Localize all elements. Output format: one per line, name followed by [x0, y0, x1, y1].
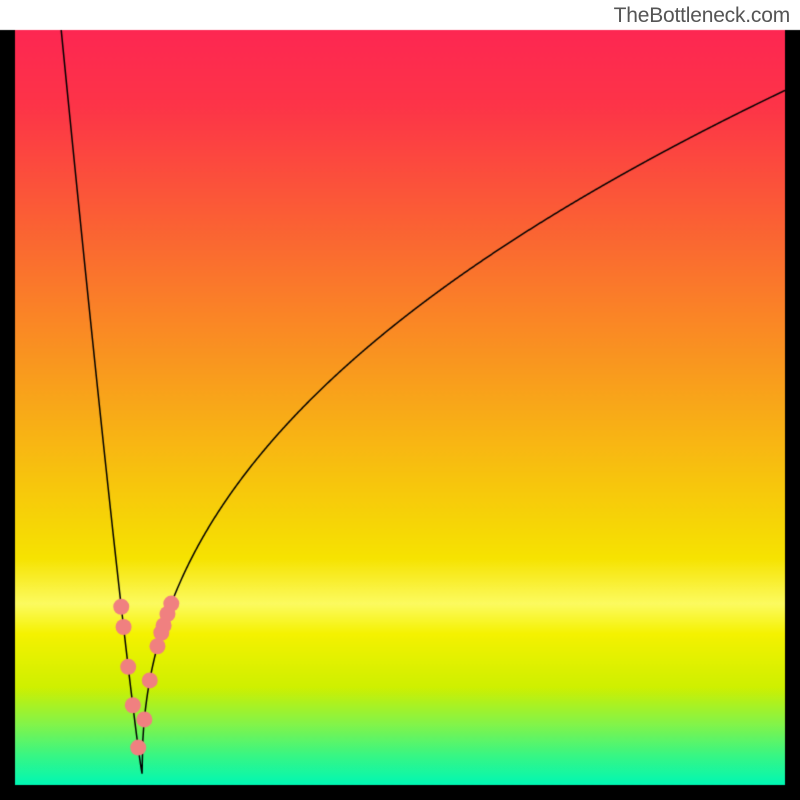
watermark-text: TheBottleneck.com: [614, 4, 790, 28]
bottleneck-curve-canvas: [0, 0, 800, 800]
chart-root: TheBottleneck.com: [0, 0, 800, 800]
